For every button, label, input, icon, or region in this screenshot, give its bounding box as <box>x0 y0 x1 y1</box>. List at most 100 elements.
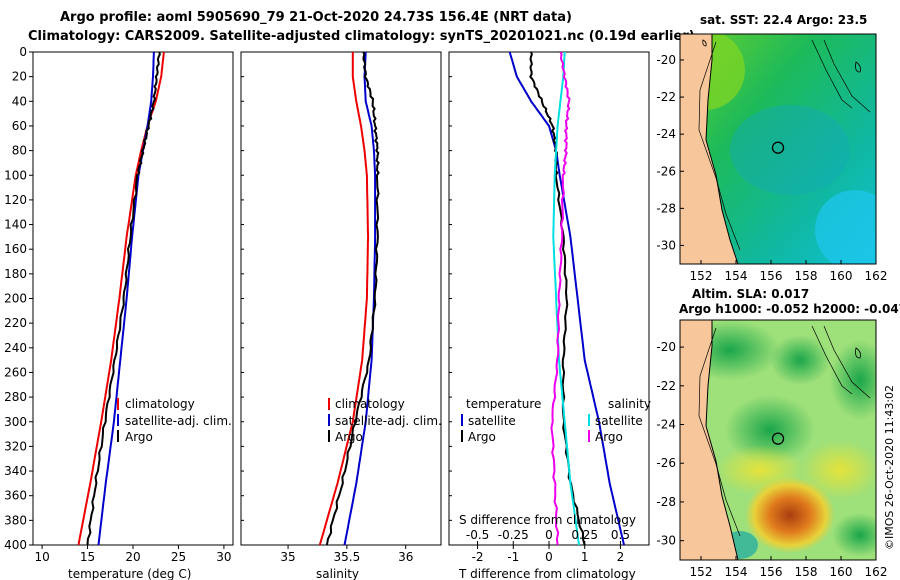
series-line-temperature-argo <box>529 52 586 545</box>
map-lon-label: 156 <box>760 269 783 283</box>
map-lat-label: -26 <box>656 456 676 470</box>
y-tick-label: 80 <box>12 144 27 158</box>
map-lat-label: -22 <box>656 379 676 393</box>
y-tick-label: 100 <box>4 168 27 182</box>
difference-plot-frame <box>448 51 650 546</box>
y-tick-label: 140 <box>4 218 27 232</box>
difference-panel: -2 -1 0 1 2 -0.5 -0.25 0 0.25 0.5 T difference fr… <box>448 51 651 580</box>
series-line-climatology <box>318 52 370 545</box>
map-lon-label: 152 <box>690 269 713 283</box>
legend-satellite-label: satellite-adj. clim. <box>335 414 442 428</box>
salinity-plot-frame <box>240 51 442 546</box>
map-lon-label: 152 <box>690 565 713 579</box>
legend-temp-argo-label: Argo <box>468 430 496 444</box>
sla-high <box>800 440 876 500</box>
float-location-marker <box>771 141 785 154</box>
x-tick-label: 15 <box>80 550 95 564</box>
coastline <box>680 34 739 264</box>
legend-argo-label: Argo <box>335 430 363 444</box>
map-lat-label: -24 <box>656 418 676 432</box>
island-outline <box>855 347 861 359</box>
map-lat-label: -28 <box>656 201 676 215</box>
y-tick-label: 180 <box>4 267 27 281</box>
header-line-2: Climatology: CARS2009. Satellite-adjuste… <box>28 29 695 44</box>
sla-map-frame <box>679 319 877 561</box>
y-tick-label: 380 <box>4 513 27 527</box>
y-tick-label: 200 <box>4 292 27 306</box>
sla-warm-eddy <box>745 477 835 553</box>
y-tick-label: 0 <box>19 45 27 59</box>
y-tick-label: 340 <box>4 464 27 478</box>
y-tick-label: 120 <box>4 193 27 207</box>
x2-tick-label: 0.5 <box>611 528 630 542</box>
sla-map-title-2: Argo h1000: -0.052 h2000: -0.047 <box>679 302 900 316</box>
legend-temp-satellite-label: satellite <box>468 414 516 428</box>
y-tick-label: 360 <box>4 489 27 503</box>
map-lon-label: 154 <box>725 565 748 579</box>
temperature-legend: climatology satellite-adj. clim. Argo <box>117 397 232 444</box>
coastline <box>680 320 739 560</box>
sla-low <box>832 513 876 557</box>
x-tick-label: 35.5 <box>334 550 361 564</box>
x-tick-label: 20 <box>125 550 140 564</box>
sla-map: 152 154 156 158 160 162 -20 -22 -24 -26 -28 -30 <box>656 319 887 579</box>
temperature-xlabel: temperature (deg C) <box>68 567 191 580</box>
map-lat-label: -22 <box>656 90 676 104</box>
island-outline <box>702 39 707 47</box>
series-line-satellite-adj-clim- <box>343 52 377 545</box>
shelf-contour <box>698 41 741 251</box>
map-lat-label: -28 <box>656 495 676 509</box>
y-tick-label: 20 <box>12 70 27 84</box>
reef-contour <box>811 325 853 395</box>
map-lat-label: -24 <box>656 127 676 141</box>
sla-map-title-1: Altim. SLA: 0.017 <box>692 287 809 301</box>
legend-argo-label: Argo <box>125 430 153 444</box>
x-tick-label: 10 <box>34 550 49 564</box>
map-lon-label: 158 <box>795 269 818 283</box>
y-tick-label: 160 <box>4 242 27 256</box>
legend-sal-argo-label: Argo <box>595 430 623 444</box>
australia-land <box>680 34 738 264</box>
x-tick-label: 35 <box>280 550 295 564</box>
shelf-contour <box>698 327 741 537</box>
legend-satellite-label: satellite-adj. clim. <box>125 414 232 428</box>
australia-land <box>680 320 738 560</box>
legend-climatology-label: climatology <box>125 397 195 411</box>
x-tick-label: 0 <box>545 550 553 564</box>
x-tick-label: 36 <box>398 550 413 564</box>
x2-tick-label: -0.25 <box>498 528 529 542</box>
legend-climatology-label: climatology <box>335 397 405 411</box>
map-lat-label: -26 <box>656 164 676 178</box>
sst-map-frame <box>679 33 877 265</box>
difference-xlabel-S: S difference from climatology <box>459 513 636 527</box>
sla-low <box>770 335 830 385</box>
series-line-argo <box>86 52 161 545</box>
map-lat-label: -30 <box>656 534 676 548</box>
x2-tick-label: 0 <box>545 528 553 542</box>
reef-contour <box>811 39 853 109</box>
header-line-1: Argo profile: aoml 5905690_79 21-Oct-202… <box>60 10 572 25</box>
temperature-panel: 0 20 40 60 80 100 120 140 160 180 200 220 240 260 280 3… <box>4 45 234 580</box>
y-tick-label: 320 <box>4 439 27 453</box>
sla-low <box>830 340 876 420</box>
y-tick-label: 280 <box>4 390 27 404</box>
series-line-salinity-argo <box>550 52 571 545</box>
map-lat-label: -20 <box>656 53 676 67</box>
series-line-argo <box>325 52 380 545</box>
y-tick-label: 40 <box>12 94 27 108</box>
legend-temperature-heading: temperature <box>466 397 541 411</box>
salinity-legend: climatology satellite-adj. clim. Argo <box>328 397 442 444</box>
map-lon-label: 160 <box>830 269 853 283</box>
x-tick-label: 25 <box>171 550 186 564</box>
legend-salinity-heading: salinity <box>608 397 651 411</box>
salinity-xlabel: salinity <box>316 567 359 580</box>
y-tick-label: 240 <box>4 341 27 355</box>
map-lon-label: 160 <box>830 565 853 579</box>
legend-sal-satellite-label: satellite <box>595 414 643 428</box>
y-tick-label: 220 <box>4 316 27 330</box>
imos-stamp: ©IMOS 26-Oct-2020 11:43:02 <box>883 385 896 550</box>
sst-map: 152 154 156 158 160 162 -20 -22 -24 -26 -28 -30 <box>656 33 887 283</box>
map-lat-label: -30 <box>656 238 676 252</box>
series-line-satellite-adj-clim- <box>97 52 155 545</box>
x-tick-label: 2 <box>617 550 625 564</box>
